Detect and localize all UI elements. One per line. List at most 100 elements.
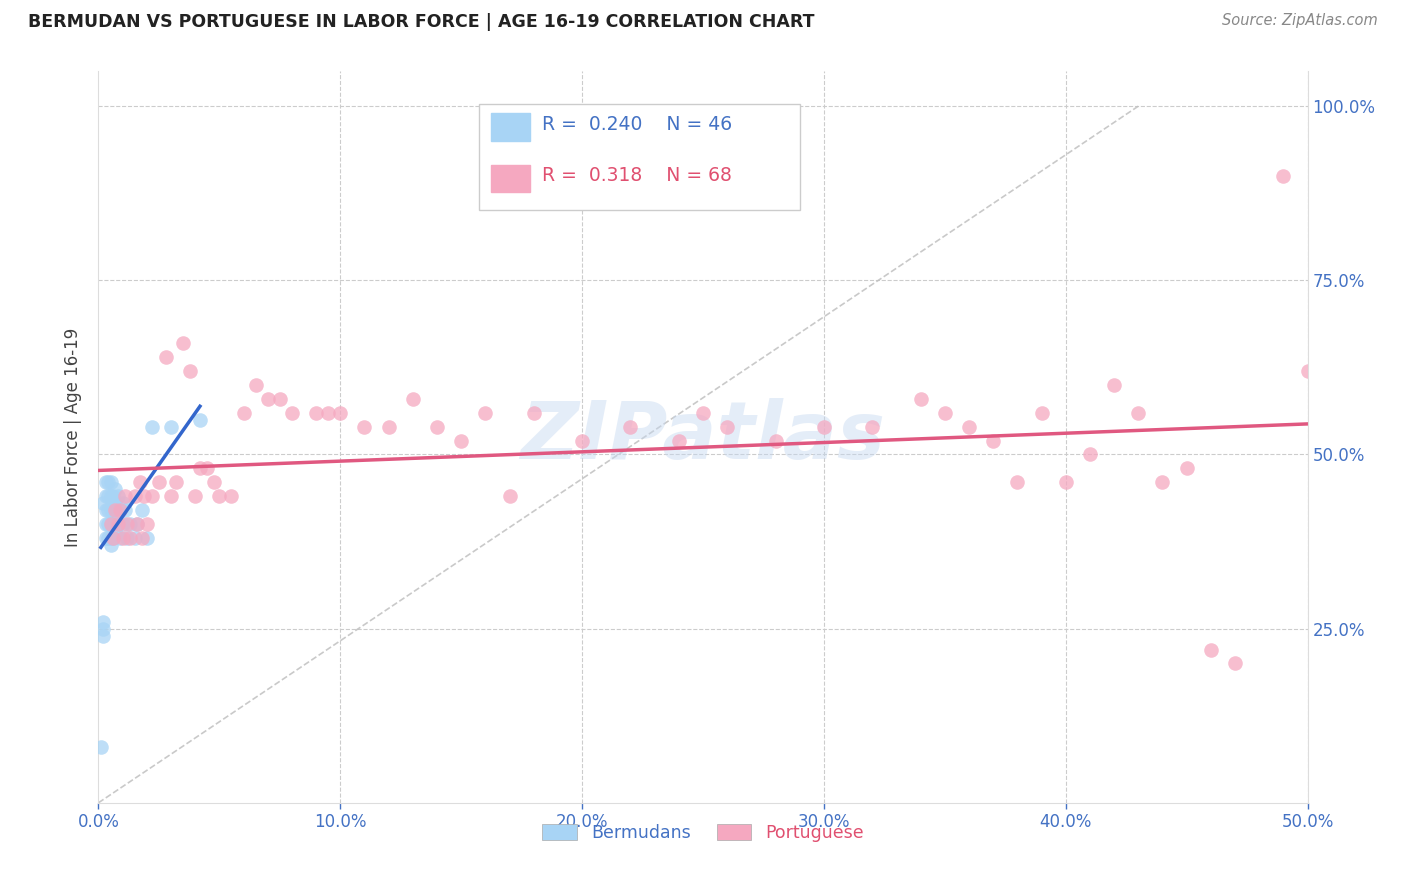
Point [104,524,127,538]
Point [127,517,149,532]
Point [305,406,328,420]
Point [107,517,129,532]
Point [910,392,932,406]
Point [94,503,117,517]
Point [104,503,127,517]
Point [1102,377,1125,392]
Point [1223,657,1246,671]
Point [1128,406,1150,420]
Point [188,412,211,426]
Point [232,406,254,420]
Point [100,475,122,490]
Point [426,419,449,434]
Point [329,406,352,420]
Legend: Bermudans, Portuguese: Bermudans, Portuguese [536,817,870,849]
Point [1152,475,1174,490]
Point [104,496,127,510]
Point [981,434,1004,448]
Point [1199,642,1222,657]
Text: Source: ZipAtlas.com: Source: ZipAtlas.com [1222,13,1378,29]
Point [148,475,170,490]
Point [100,503,122,517]
Y-axis label: In Labor Force | Age 16-19: In Labor Force | Age 16-19 [65,327,83,547]
Point [97,517,120,532]
Point [135,517,157,532]
FancyBboxPatch shape [479,104,800,211]
Point [100,489,122,503]
Point [100,517,122,532]
Point [124,489,146,503]
Point [97,489,120,503]
Point [100,531,122,545]
Point [245,377,267,392]
Point [111,517,134,532]
Point [91,496,114,510]
Point [377,419,399,434]
Point [124,531,146,545]
Point [108,503,131,517]
Point [131,503,153,517]
Point [127,517,149,532]
Point [692,406,714,420]
Point [111,496,134,510]
Point [94,475,117,490]
Point [108,503,131,517]
Point [118,517,141,532]
Point [101,531,124,545]
Point [1272,169,1295,183]
Point [1007,475,1029,490]
Point [571,434,593,448]
Point [450,434,472,448]
Point [204,475,226,490]
Point [100,517,122,532]
Point [934,406,956,420]
Point [179,364,201,378]
Point [91,622,114,636]
Point [353,419,375,434]
FancyBboxPatch shape [492,113,530,141]
Point [957,419,980,434]
Point [668,434,690,448]
Point [91,615,114,629]
Point [619,419,641,434]
Point [101,517,124,532]
Point [107,503,129,517]
Point [402,392,425,406]
Text: R =  0.318    N = 68: R = 0.318 N = 68 [543,167,733,186]
Point [90,740,112,755]
Point [94,531,117,545]
Point [114,489,136,503]
Point [131,531,153,545]
Point [188,461,211,475]
Point [101,489,124,503]
Point [1296,364,1319,378]
Point [1078,448,1101,462]
Point [195,461,218,475]
Point [108,531,131,545]
Point [117,517,139,532]
Point [100,538,122,552]
Point [208,489,231,503]
Point [135,531,157,545]
Point [134,489,156,503]
Point [155,350,177,364]
Point [104,510,127,524]
Point [141,489,163,503]
Point [128,475,150,490]
Text: ZIPatlas: ZIPatlas [520,398,886,476]
Point [281,406,304,420]
Point [813,419,835,434]
Point [716,419,738,434]
Point [221,489,243,503]
Point [101,531,124,545]
Point [1175,461,1198,475]
Point [172,336,194,351]
FancyBboxPatch shape [492,164,530,192]
Point [94,489,117,503]
Point [94,517,117,532]
Point [523,406,546,420]
Point [269,392,291,406]
Point [256,392,278,406]
Text: BERMUDAN VS PORTUGUESE IN LABOR FORCE | AGE 16-19 CORRELATION CHART: BERMUDAN VS PORTUGUESE IN LABOR FORCE | … [28,13,814,31]
Point [160,419,183,434]
